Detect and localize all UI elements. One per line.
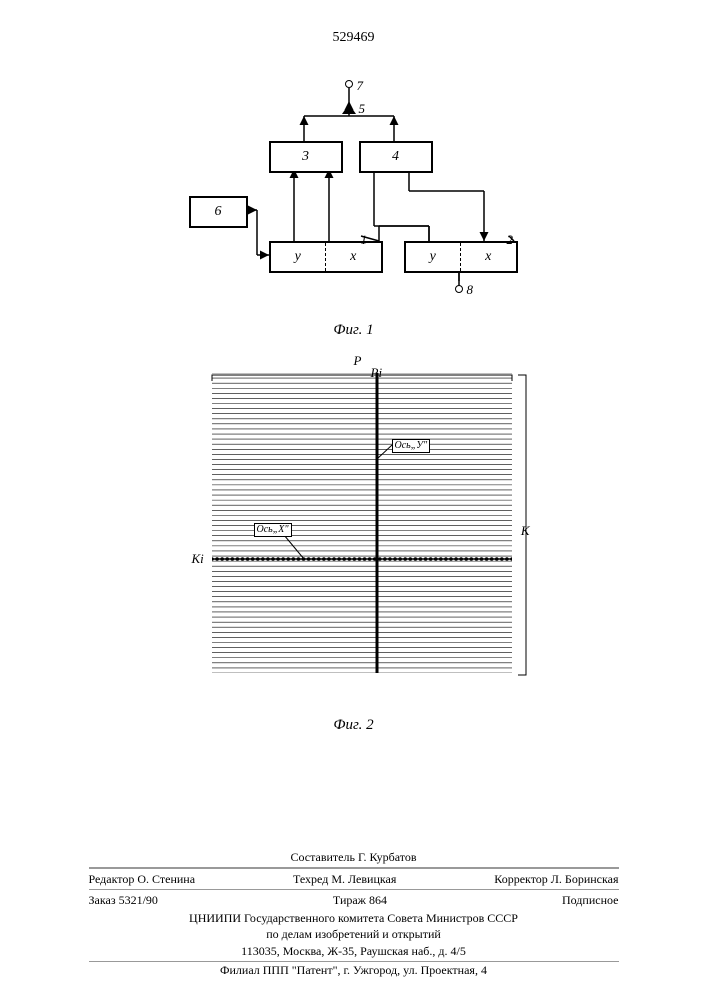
- filial: Филиал ППП "Патент", г. Ужгород, ул. Про…: [89, 962, 619, 980]
- label-5: 5: [359, 101, 366, 117]
- label-7: 7: [357, 78, 364, 94]
- block-1-y: y: [271, 243, 326, 271]
- fig2-axis-x-label: Ось„X": [254, 523, 292, 537]
- label-8: 8: [467, 282, 474, 298]
- fig2: P Pi Ось„У" Ось„X" Ki K: [184, 353, 524, 713]
- fig1: 3 4 6 y x y x 1 2 5 7 8: [179, 86, 529, 316]
- colophon: Составитель Г. Курбатов Редактор О. Стен…: [89, 847, 619, 980]
- terminal-7: [345, 80, 353, 88]
- print-run: Тираж 864: [333, 892, 387, 908]
- fig2-axis-y-label: Ось„У": [392, 439, 431, 453]
- org-line: ЦНИИПИ Государственного комитета Совета …: [89, 910, 619, 962]
- block-2-y: y: [406, 243, 461, 271]
- corrector: Корректор Л. Боринская: [494, 871, 618, 887]
- block-3: 3: [269, 141, 343, 173]
- label-1: 1: [361, 232, 368, 248]
- block-6: 6: [189, 196, 248, 228]
- block-4: 4: [359, 141, 433, 173]
- page-number: 529469: [0, 0, 707, 46]
- fig2-k-bracket: [516, 363, 536, 703]
- fig2-caption: Фиг. 2: [0, 717, 707, 734]
- block-2: y x: [404, 241, 518, 273]
- editor: Редактор О. Стенина: [89, 871, 196, 887]
- subscription: Подписное: [562, 892, 619, 908]
- fig2-ki-label: Ki: [192, 551, 204, 567]
- techred: Техред М. Левицкая: [293, 871, 396, 887]
- order: Заказ 5321/90: [89, 892, 158, 908]
- terminal-8: [455, 285, 463, 293]
- label-2: 2: [507, 232, 514, 248]
- block-1-x: x: [326, 243, 381, 271]
- compiler: Составитель Г. Курбатов: [290, 849, 416, 865]
- fig1-caption: Фиг. 1: [0, 322, 707, 339]
